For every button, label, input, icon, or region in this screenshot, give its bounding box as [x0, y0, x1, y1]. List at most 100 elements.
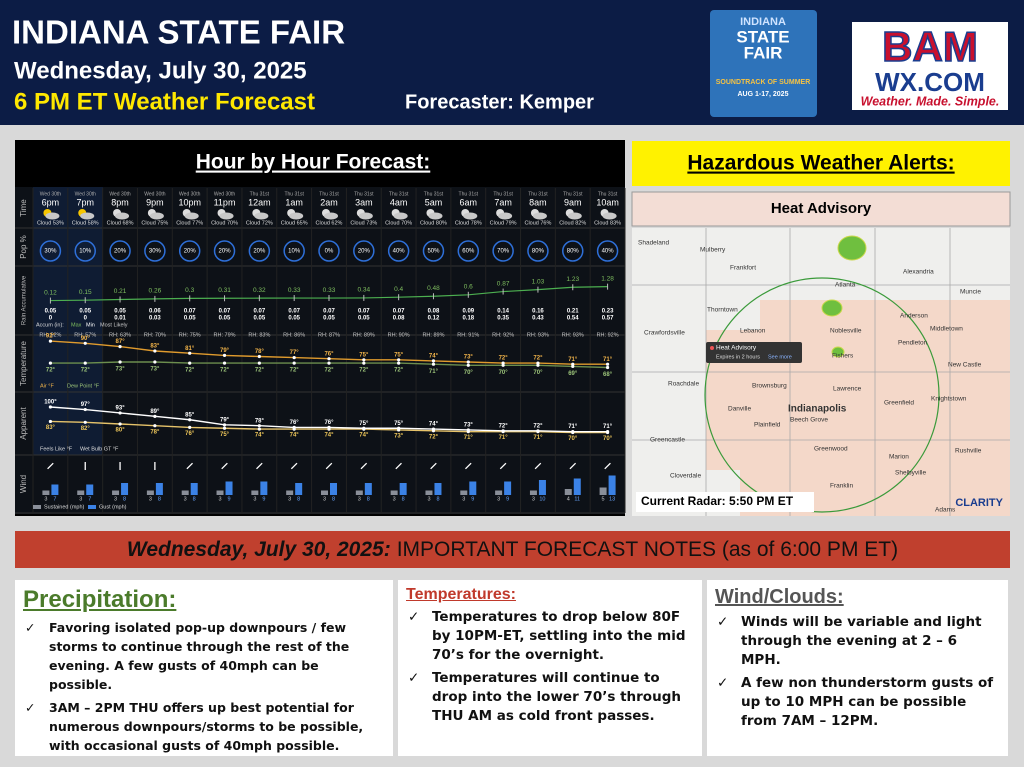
day-label: Thu 31st: [250, 191, 270, 197]
wetbulb-point: [257, 427, 261, 431]
wetbulb-point: [222, 426, 227, 430]
rain-max: 0.07: [288, 309, 300, 315]
dew-point: [292, 361, 296, 365]
wetbulb-label: 82°: [81, 426, 91, 432]
grid-bg: [15, 187, 625, 514]
rain-max: 0.07: [219, 309, 231, 315]
rh-label: RH: 91%: [457, 332, 479, 338]
rh-label: RH: 93%: [562, 332, 584, 338]
wind-arrow: [186, 462, 193, 470]
feels-label: 93°: [116, 406, 126, 412]
air-label: 78°: [255, 349, 265, 355]
rain-min: 0.43: [532, 316, 544, 322]
pop-ring: [109, 240, 131, 262]
wetbulb-label: 74°: [324, 433, 334, 439]
dew-point: [153, 360, 157, 364]
rain-max: 0.23: [602, 309, 614, 315]
legend-swatch: [88, 505, 96, 509]
feels-label: 100°: [44, 400, 57, 406]
wind-arrow: [325, 462, 333, 470]
weather-icon: [254, 212, 269, 220]
rain-min: 0.05: [288, 316, 300, 322]
town-label: Cloverdale: [670, 473, 701, 480]
sustained-bar: [355, 490, 363, 495]
fair-logo-text: STATE: [736, 27, 789, 46]
sustained-bar: [77, 490, 85, 495]
note-item: Temperatures will continue to drop into …: [406, 669, 694, 726]
weather-icon: [115, 212, 130, 220]
air-point: [327, 357, 331, 361]
feels-point: [292, 425, 296, 429]
feels-label: 97°: [81, 402, 91, 408]
rain-max: 0.05: [114, 309, 126, 315]
town-label: Greencastle: [650, 437, 685, 444]
gust-bar: [330, 483, 337, 495]
feels-label: 72°: [499, 423, 509, 429]
legend: Most Likely: [100, 322, 128, 328]
wetbulb-label: 80°: [116, 428, 126, 434]
weather-icon: [567, 212, 582, 220]
rain-accum-label: 1.28: [601, 275, 614, 282]
wind-value: 11: [574, 496, 580, 502]
dew-label: 68°: [603, 372, 613, 378]
dew-point: [605, 365, 610, 370]
weather-icon: [428, 212, 443, 220]
sustained-bar: [599, 487, 607, 495]
wind-value: 7: [53, 496, 56, 502]
town-label: Shadeland: [638, 240, 669, 247]
bam-logo: [852, 22, 1008, 110]
popup-text[interactable]: See more: [768, 354, 792, 360]
wetbulb-label: 70°: [568, 436, 578, 442]
air-label: 72°: [533, 356, 543, 362]
rain-min: 0.05: [254, 316, 266, 322]
sustained-bar: [112, 490, 120, 495]
rh-label: RH: 63%: [109, 332, 131, 338]
gust-bar: [121, 483, 129, 495]
weather-icon: [463, 212, 478, 220]
notes-box: Wind/Clouds: Winds will be variable and …: [707, 580, 1008, 756]
wind-value: 9: [506, 496, 509, 502]
air-point: [188, 351, 192, 355]
wind-value: 8: [158, 496, 161, 502]
feels-point: [431, 427, 436, 431]
feels-point: [222, 423, 227, 427]
sustained-bar: [286, 490, 294, 495]
legend: Gust (mph): [99, 504, 127, 510]
wind-value: 3: [462, 496, 465, 502]
dew-point: [397, 361, 401, 365]
town-label: Adams: [935, 507, 956, 514]
air-point: [466, 360, 470, 364]
hour-label: 8pm: [111, 197, 129, 207]
rain-min: 0.03: [149, 316, 161, 322]
town-label: Brownsburg: [752, 383, 787, 390]
fair-logo: [710, 10, 817, 117]
sustained-bar: [529, 490, 537, 495]
cloud-label: Cloud 58%: [72, 220, 99, 226]
rain-accum-label: 0.32: [253, 287, 266, 294]
pop-label: 10%: [79, 249, 92, 255]
hour-label: 4am: [390, 197, 408, 207]
rain-min: 0.05: [184, 316, 196, 322]
wetbulb-label: 76°: [185, 431, 195, 437]
row-label: Temperature: [19, 341, 28, 386]
wind-value: 3: [323, 496, 326, 502]
gust-bar: [469, 481, 477, 495]
wind-value: 3: [149, 496, 152, 502]
wetbulb-point: [48, 419, 53, 424]
rh-label: RH: 79%: [214, 332, 236, 338]
note-item: A few non thunderstorm gusts of up to 10…: [715, 674, 1000, 731]
radar-echo: [821, 299, 843, 317]
pop-ring: [492, 240, 514, 262]
day-label: Wed 30th: [40, 191, 62, 197]
hour-label: 9pm: [146, 197, 164, 207]
cloud-label: Cloud 62%: [316, 220, 343, 226]
day-label: Wed 30th: [109, 191, 131, 197]
cloud-label: Cloud 68%: [107, 220, 134, 226]
town-label: Frankfort: [730, 265, 756, 272]
hour-label: 6pm: [42, 197, 60, 207]
dew-point: [257, 361, 261, 365]
day-label: Thu 31st: [389, 191, 409, 197]
hour-label: 1am: [285, 197, 303, 207]
dew-label: 72°: [46, 368, 56, 374]
wind-arrow: [360, 462, 368, 470]
